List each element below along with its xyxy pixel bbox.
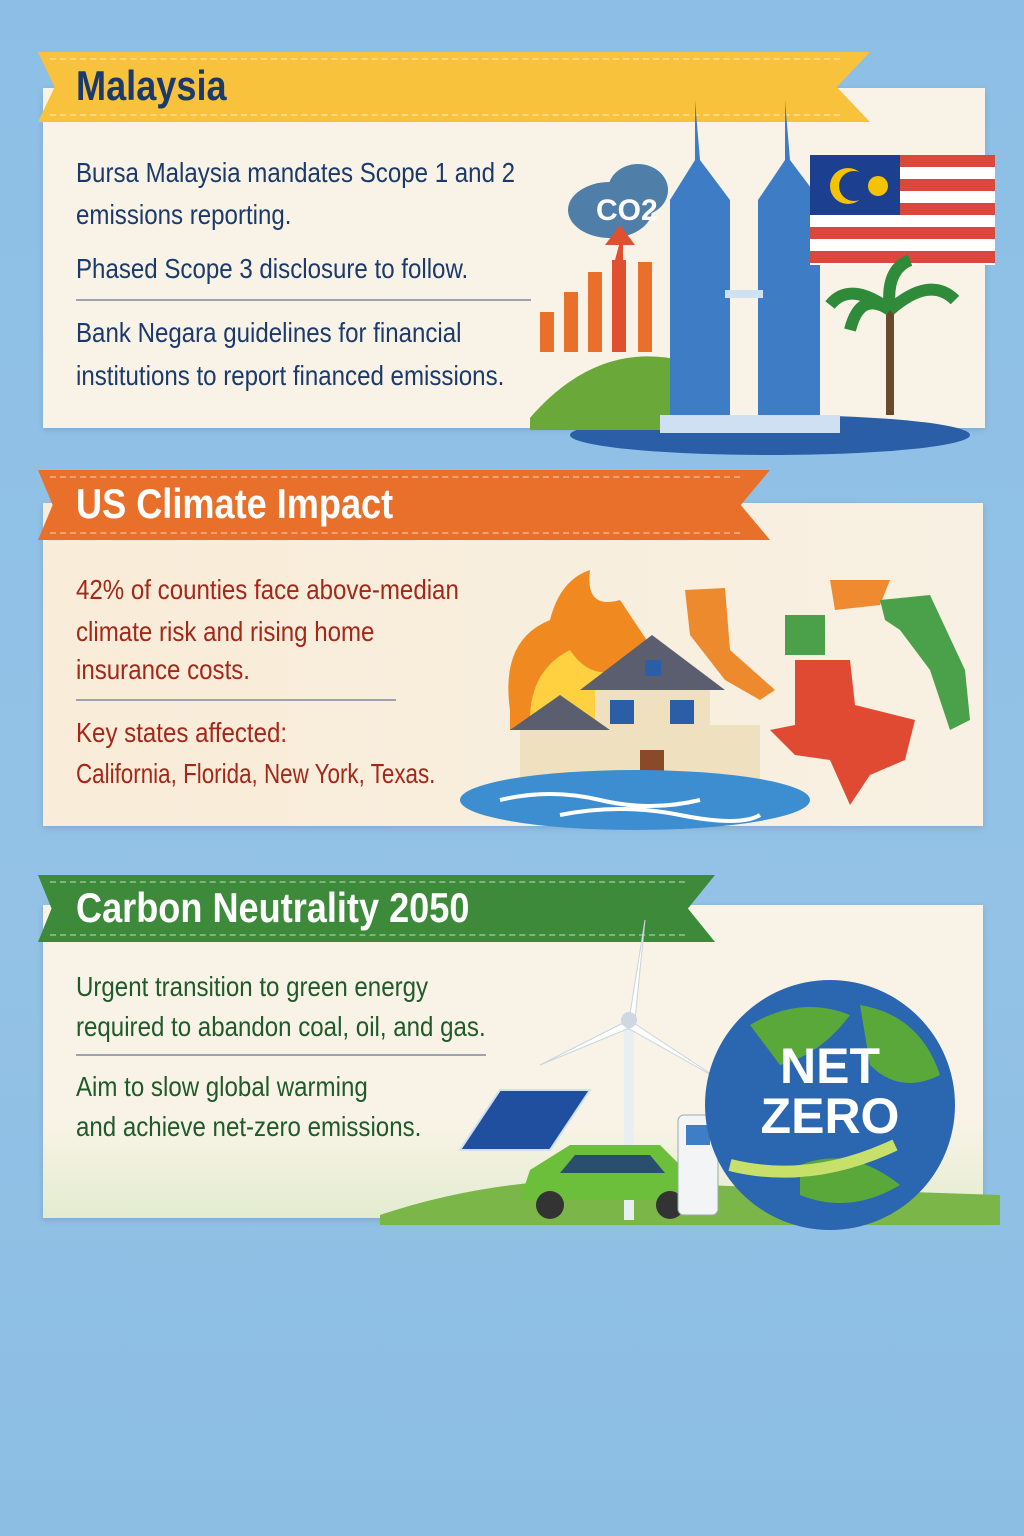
divider bbox=[76, 299, 531, 301]
carbon-neutrality-line: Aim to slow global warming bbox=[76, 1071, 368, 1102]
us-states-map-icon bbox=[685, 580, 970, 805]
us-climate-line: 42% of counties face above-median bbox=[76, 574, 459, 605]
globe-icon: NET ZERO bbox=[705, 980, 955, 1230]
co2-label: CO2 bbox=[596, 194, 658, 227]
malaysia-title: Malaysia bbox=[76, 62, 227, 109]
malaysia-banner bbox=[38, 52, 870, 122]
net-label: NET bbox=[780, 1038, 880, 1094]
carbon-neutrality-line: and achieve net-zero emissions. bbox=[76, 1111, 422, 1142]
charging-station-icon bbox=[677, 1114, 719, 1216]
zero-label: ZERO bbox=[761, 1088, 900, 1144]
carbon-neutrality-line: Urgent transition to green energy bbox=[76, 971, 429, 1002]
malaysia-line: Bursa Malaysia mandates Scope 1 and 2 bbox=[76, 157, 516, 188]
malaysia-line: Phased Scope 3 disclosure to follow. bbox=[76, 253, 469, 284]
wind-turbine-icon bbox=[539, 919, 721, 1220]
us-climate-line: California, Florida, New York, Texas. bbox=[76, 758, 436, 789]
malaysia-illustration: CO2 bbox=[530, 100, 995, 455]
us-climate-line: insurance costs. bbox=[76, 654, 251, 685]
malaysia-line: emissions reporting. bbox=[76, 199, 292, 230]
solar-panel-icon bbox=[458, 1089, 592, 1151]
us-climate-line: Key states affected: bbox=[76, 717, 288, 748]
malaysia-line: Bank Negara guidelines for financial bbox=[76, 317, 462, 348]
divider bbox=[76, 699, 396, 701]
flood-water-icon bbox=[460, 770, 810, 830]
co2-cloud-icon: CO2 bbox=[568, 164, 668, 238]
divider bbox=[76, 1054, 486, 1056]
us-climate-banner bbox=[38, 470, 770, 540]
carbon-neutrality-line: required to abandon coal, oil, and gas. bbox=[76, 1011, 486, 1042]
electric-car-icon bbox=[520, 1145, 695, 1219]
malaysia-line: institutions to report financed emission… bbox=[76, 360, 505, 391]
carbon-neutrality-banner bbox=[38, 875, 715, 942]
burning-house-icon bbox=[508, 570, 760, 785]
petronas-towers-icon bbox=[660, 100, 840, 433]
us-climate-title: US Climate Impact bbox=[76, 480, 394, 527]
palm-tree-icon bbox=[825, 254, 960, 415]
us-climate-illustration bbox=[460, 570, 970, 830]
carbon-neutrality-title: Carbon Neutrality 2050 bbox=[76, 884, 470, 931]
us-climate-line: climate risk and rising home bbox=[76, 616, 375, 647]
malaysia-flag-icon bbox=[810, 155, 995, 265]
rising-bar-chart-icon bbox=[540, 225, 652, 352]
carbon-neutrality-illustration: NET ZERO bbox=[380, 919, 1000, 1230]
